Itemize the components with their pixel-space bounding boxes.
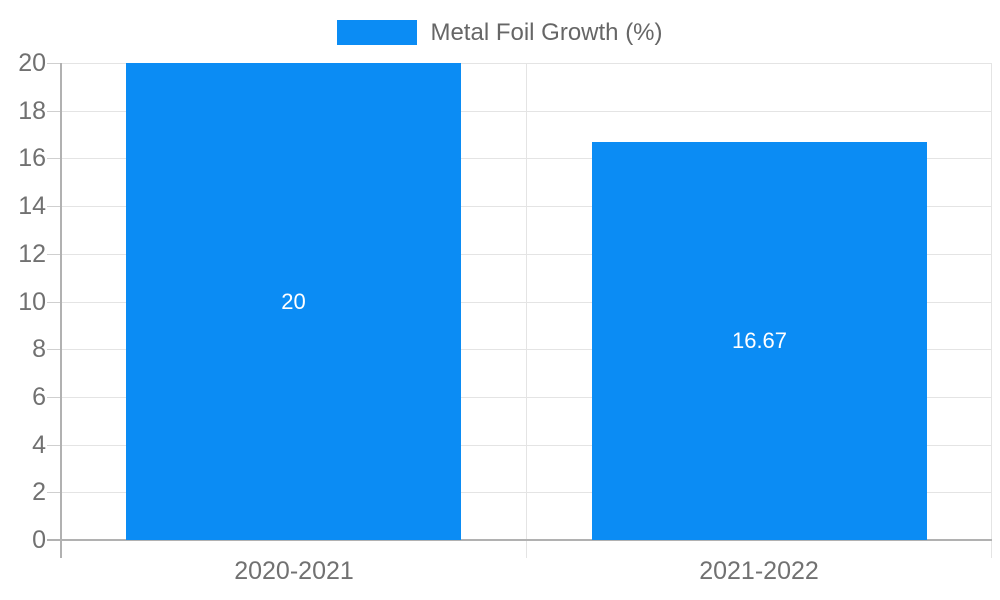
y-tick-mark — [47, 492, 61, 493]
y-tick-mark — [47, 302, 61, 303]
y-tick-label: 8 — [32, 335, 46, 363]
y-tick-mark — [47, 158, 61, 159]
y-tick-mark — [47, 445, 61, 446]
x-tick-label: 2021-2022 — [699, 557, 819, 585]
y-tick-label: 12 — [18, 240, 46, 268]
bar-value-label: 16.67 — [731, 328, 788, 353]
bar-value-label: 20 — [281, 289, 306, 314]
y-tick-mark — [47, 206, 61, 207]
legend-swatch — [337, 20, 418, 45]
y-tick-mark — [47, 397, 61, 398]
y-tick-mark — [47, 254, 61, 255]
y-tick-mark — [47, 349, 61, 350]
v-gridline — [991, 63, 992, 558]
y-tick-label: 20 — [18, 49, 46, 77]
y-tick-label: 18 — [18, 97, 46, 125]
bar-2020-2021: 20 — [126, 63, 461, 540]
y-tick-label: 4 — [32, 431, 46, 459]
legend: Metal Foil Growth (%) — [0, 19, 1000, 46]
y-tick-label: 10 — [18, 288, 46, 316]
y-tick-label: 16 — [18, 144, 46, 172]
legend-label: Metal Foil Growth (%) — [430, 19, 663, 46]
y-tick-label: 6 — [32, 383, 46, 411]
x-tick-label: 2020-2021 — [234, 557, 354, 585]
y-tick-label: 0 — [32, 526, 46, 554]
y-tick-mark — [47, 111, 61, 112]
y-axis-line — [60, 63, 62, 558]
v-gridline — [526, 63, 527, 558]
y-tick-label: 14 — [18, 192, 46, 220]
bar-2021-2022: 16.67 — [592, 142, 927, 540]
x-axis-line — [47, 539, 992, 541]
y-tick-label: 2 — [32, 478, 46, 506]
y-tick-mark — [47, 63, 61, 64]
